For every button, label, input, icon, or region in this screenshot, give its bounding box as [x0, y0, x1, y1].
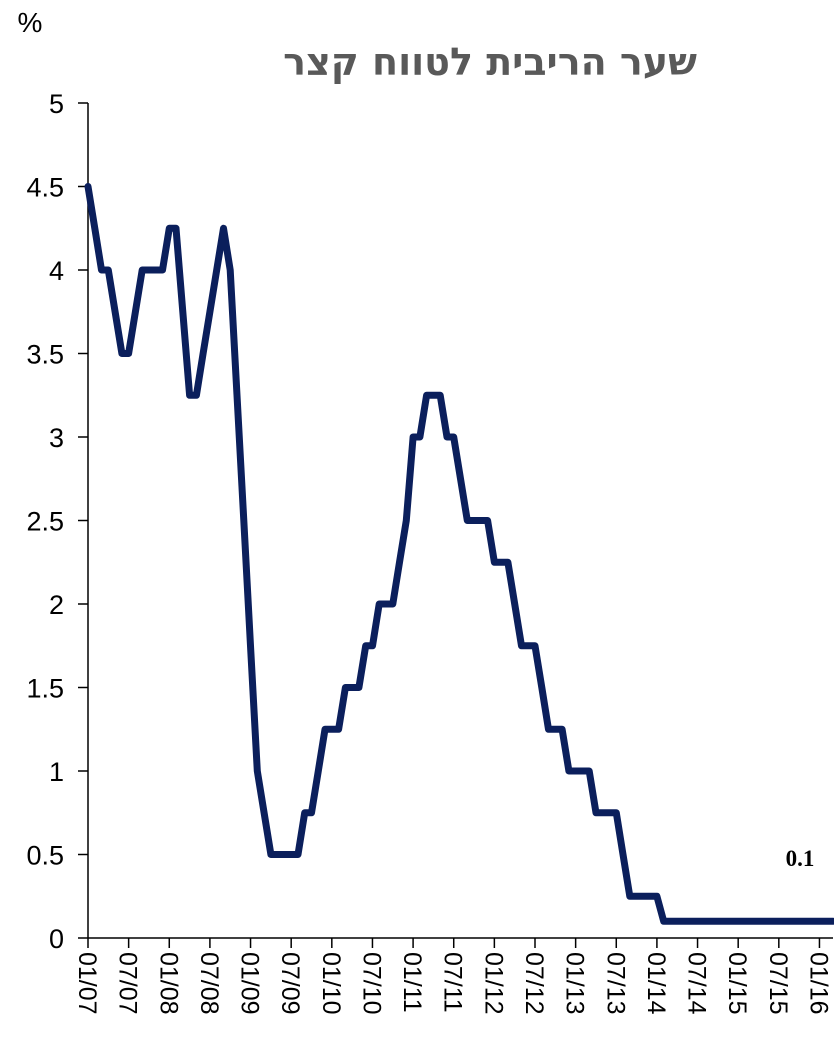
y-tick-label: 3 — [49, 423, 64, 453]
x-tick-label: 07/14 — [683, 952, 711, 1015]
x-tick-label: 01/10 — [317, 952, 345, 1015]
x-tick-label: 07/13 — [601, 952, 629, 1015]
x-tick-label: 01/12 — [479, 952, 507, 1015]
x-tick-label: 07/11 — [439, 952, 467, 1013]
y-tick-label: 4.5 — [26, 173, 64, 203]
y-tick-label: 0.5 — [26, 841, 64, 871]
x-tick-label: 01/13 — [561, 952, 589, 1015]
x-tick-label: 07/08 — [195, 952, 223, 1015]
x-tick-label: 01/07 — [73, 952, 101, 1015]
x-tick-label: 07/15 — [764, 952, 792, 1015]
y-ticks: 0 0.5 1 1.5 2 2.5 3 3.5 4 4.5 5 — [26, 89, 88, 954]
y-tick-label: 2 — [49, 590, 64, 620]
y-tick-label: 3.5 — [26, 340, 64, 370]
x-tick-label: 01/16 — [804, 952, 832, 1015]
y-tick-label: 1 — [49, 757, 64, 787]
chart-title: שער הריבית לטווח קצר — [283, 40, 697, 84]
x-tick-label: 01/15 — [723, 952, 751, 1015]
y-tick-label: 4 — [49, 256, 64, 286]
y-tick-label: 2.5 — [26, 507, 64, 537]
series-line — [84, 183, 834, 925]
x-tick-label: 07/09 — [276, 952, 304, 1015]
x-tick-label: 01/09 — [236, 952, 264, 1015]
x-tick-label: 07/07 — [114, 952, 142, 1015]
x-tick-label: 01/08 — [154, 952, 182, 1015]
y-tick-label: 5 — [49, 89, 64, 119]
y-tick-label: 0 — [49, 924, 64, 954]
end-value-annotation: 0.1 — [786, 846, 815, 871]
x-tick-label: 01/14 — [642, 952, 670, 1015]
y-axis-unit-label: % — [18, 7, 43, 38]
x-tick-label: 07/12 — [520, 952, 548, 1015]
x-ticks: 01/07 07/07 01/08 07/08 01/09 07/09 01/10 07/10… — [73, 938, 832, 1015]
y-tick-label: 1.5 — [26, 674, 64, 704]
x-tick-label: 07/10 — [357, 952, 385, 1015]
x-tick-label: 01/11 — [398, 952, 426, 1013]
